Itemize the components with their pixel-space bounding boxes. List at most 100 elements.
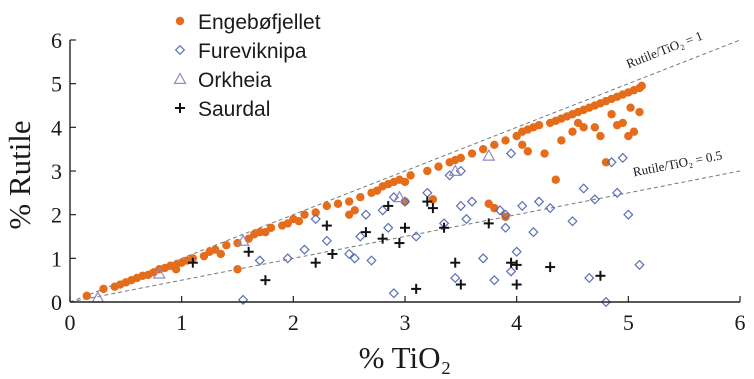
data-point bbox=[260, 275, 271, 286]
data-point bbox=[623, 209, 634, 220]
y-tick-label: 3 bbox=[51, 159, 62, 184]
data-point bbox=[311, 208, 320, 217]
data-point bbox=[612, 187, 623, 198]
data-point bbox=[455, 279, 466, 290]
legend-marker bbox=[175, 103, 185, 113]
data-point bbox=[511, 279, 522, 290]
series-3 bbox=[187, 196, 606, 294]
data-point bbox=[450, 257, 461, 268]
data-point bbox=[254, 255, 265, 266]
data-point bbox=[171, 265, 181, 274]
data-point bbox=[534, 120, 544, 130]
data-point bbox=[327, 248, 338, 259]
data-point bbox=[377, 205, 388, 216]
data-point bbox=[506, 257, 517, 268]
data-point bbox=[187, 257, 198, 268]
data-point bbox=[266, 223, 276, 232]
x-axis-title: % TiO₂ bbox=[359, 340, 452, 375]
y-tick-label: 5 bbox=[51, 72, 62, 97]
data-point bbox=[635, 107, 644, 117]
data-point bbox=[422, 187, 433, 198]
legend-item: Engebøfjellet bbox=[175, 11, 321, 34]
data-point bbox=[456, 153, 466, 163]
data-point bbox=[568, 127, 577, 136]
data-point bbox=[300, 210, 309, 219]
data-point bbox=[349, 253, 360, 264]
data-point bbox=[299, 244, 310, 255]
legend-label: Orkheia bbox=[198, 69, 272, 92]
data-point bbox=[366, 255, 377, 266]
y-tick-label: 4 bbox=[51, 115, 62, 140]
data-point bbox=[629, 127, 639, 136]
data-point bbox=[596, 131, 605, 141]
series-2 bbox=[91, 148, 496, 303]
data-point bbox=[322, 201, 332, 211]
x-tick-label: 5 bbox=[623, 310, 634, 335]
data-point bbox=[557, 136, 566, 145]
data-point bbox=[482, 148, 496, 161]
data-point bbox=[637, 81, 646, 91]
data-point bbox=[99, 284, 108, 294]
series-0 bbox=[82, 81, 646, 301]
data-point bbox=[294, 217, 304, 226]
data-point bbox=[411, 231, 422, 242]
reference-line bbox=[69, 170, 741, 303]
data-point bbox=[355, 231, 366, 242]
data-point bbox=[595, 270, 606, 281]
data-point bbox=[321, 235, 332, 247]
y-tick-label: 0 bbox=[51, 290, 62, 315]
data-point bbox=[455, 200, 466, 212]
data-point bbox=[406, 171, 415, 180]
data-point bbox=[434, 162, 443, 171]
data-point bbox=[545, 202, 556, 214]
data-point bbox=[422, 196, 433, 207]
data-point bbox=[427, 203, 438, 214]
data-point bbox=[448, 164, 462, 176]
data-point bbox=[490, 140, 499, 149]
data-point bbox=[505, 148, 517, 159]
reference-line-label: Rutile/TiO₂ = 0.5 bbox=[632, 147, 724, 179]
data-point bbox=[567, 216, 578, 227]
data-point bbox=[528, 226, 539, 238]
x-tick-label: 2 bbox=[288, 310, 299, 335]
data-point bbox=[372, 186, 382, 195]
data-point bbox=[545, 262, 556, 273]
data-point bbox=[383, 222, 394, 233]
legend-marker bbox=[174, 44, 186, 56]
data-points bbox=[82, 81, 646, 308]
legend-label: Engebøfjellet bbox=[198, 11, 321, 34]
data-point bbox=[589, 194, 600, 205]
data-point bbox=[518, 140, 527, 149]
data-point bbox=[310, 257, 321, 268]
data-point bbox=[505, 266, 517, 277]
series-1 bbox=[237, 148, 645, 308]
data-point bbox=[590, 123, 600, 132]
data-point bbox=[601, 158, 611, 167]
x-tick-label: 0 bbox=[65, 310, 76, 335]
legend-item: Fureviknipa bbox=[174, 40, 307, 63]
data-point bbox=[356, 193, 365, 202]
data-point bbox=[411, 283, 422, 294]
data-point bbox=[400, 177, 410, 187]
data-point bbox=[579, 123, 588, 132]
data-point bbox=[617, 152, 628, 164]
data-point bbox=[360, 227, 371, 238]
data-point bbox=[607, 110, 616, 119]
legend-label: Saurdal bbox=[198, 98, 270, 121]
data-point bbox=[584, 272, 595, 284]
data-point bbox=[216, 249, 225, 259]
reference-line-label: Rutile/TiO₂ = 1 bbox=[624, 28, 705, 71]
data-point bbox=[501, 136, 510, 145]
data-point bbox=[466, 196, 478, 207]
data-point bbox=[388, 288, 399, 299]
data-point bbox=[523, 147, 533, 156]
y-tick-label: 1 bbox=[51, 246, 62, 271]
data-point bbox=[377, 233, 388, 244]
data-point bbox=[511, 259, 522, 270]
data-point bbox=[533, 196, 545, 207]
data-point bbox=[282, 253, 293, 264]
data-point bbox=[152, 266, 166, 279]
data-point bbox=[540, 149, 549, 158]
data-point bbox=[444, 170, 455, 181]
